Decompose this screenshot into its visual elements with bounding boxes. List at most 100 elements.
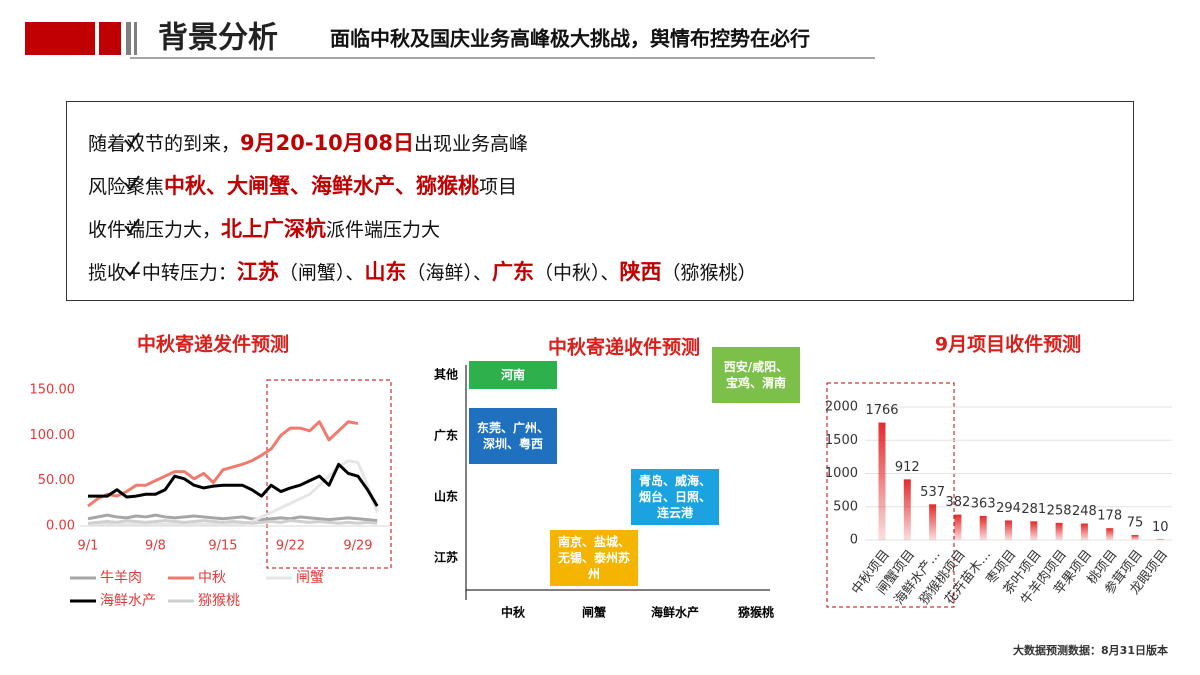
y-tick-label: 50.00 [38, 473, 75, 488]
bar [929, 504, 937, 540]
chart-title: 9月项目收件预测 [935, 333, 1081, 356]
x-tick-label: 9/8 [145, 539, 166, 554]
bar [1156, 539, 1164, 540]
bar [954, 514, 962, 540]
bullet-text: 陕西 [619, 260, 662, 284]
x-category-label: 猕猴桃 [737, 605, 774, 620]
bar [1005, 520, 1012, 540]
bullet-text: 风险聚焦 [88, 176, 165, 198]
bar [979, 515, 987, 540]
x-tick-label: 9/15 [208, 539, 237, 554]
bar [903, 479, 911, 540]
value-label: 75 [1127, 516, 1144, 531]
y-tick-label: 1000 [825, 466, 858, 481]
y-category-label: 山东 [434, 489, 458, 504]
bullet-text: （海鲜）、 [406, 262, 492, 284]
header-block [99, 22, 121, 55]
legend-label: 猕猴桃 [198, 593, 240, 609]
bullet: 揽收+中转压力：江苏（闸蟹）、山东（海鲜）、广东（中秋）、陕西（猕猴桃） [88, 256, 756, 286]
bullet-text: 山东 [364, 260, 407, 284]
legend-label: 海鲜水产 [100, 593, 156, 609]
footer-note: 大数据预测数据：8月31日版本 [1013, 643, 1168, 657]
bullet-text: 随着双节的到来， [88, 133, 241, 155]
bullet-text: 收件端压力大， [88, 219, 222, 241]
bar [1106, 528, 1114, 540]
bar [1080, 523, 1088, 540]
bar [878, 422, 886, 540]
x-tick-label: 9/22 [276, 539, 305, 554]
bullet-text: （中秋）、 [533, 262, 620, 284]
bullet-text: 出现业务高峰 [414, 133, 529, 155]
x-category-label: 中秋 [501, 605, 526, 620]
x-tick-label: 9/29 [343, 539, 372, 554]
value-label: 1766 [865, 403, 898, 418]
x-category-label: 海鲜水产 [651, 605, 699, 620]
y-category-label: 其他 [434, 367, 458, 382]
matrix-cell: 东莞、广州、深圳、粤西 [469, 408, 557, 464]
value-label: 912 [895, 460, 920, 475]
highlight-box [826, 382, 955, 608]
check-icon [124, 218, 140, 234]
value-label: 258 [1047, 503, 1072, 518]
y-tick-label: 500 [833, 499, 858, 514]
check-icon [124, 261, 140, 277]
y-category-label: 广东 [434, 428, 458, 443]
page-subtitle: 面临中秋及国庆业务高峰极大挑战，舆情布控势在必行 [330, 27, 810, 51]
value-label: 248 [1072, 504, 1097, 519]
x-category-label: 闸蟹 [582, 605, 606, 620]
legend-label: 牛羊肉 [100, 570, 142, 586]
bullet-text: 广东 [491, 260, 534, 284]
value-label: 178 [1097, 509, 1122, 524]
bullet: 收件端压力大，北上广深杭派件端压力大 [88, 213, 440, 243]
series-line [88, 462, 379, 507]
chart-title: 中秋寄递发件预测 [137, 333, 289, 356]
legend-label: 闸蟹 [296, 570, 324, 586]
bar [1131, 535, 1139, 540]
series-line [87, 513, 378, 523]
value-label: 537 [920, 485, 945, 500]
series-line [88, 459, 379, 526]
matrix-cell: 河南 [469, 361, 557, 389]
check-icon [124, 132, 140, 148]
bullet-box [66, 101, 1134, 301]
series-line [87, 519, 378, 525]
y-tick-label: 0 [850, 533, 858, 548]
bullet-text: 9月20-10月08日 [240, 131, 415, 155]
series-line [87, 420, 359, 508]
header-block [25, 22, 95, 55]
y-tick-label: 0.00 [46, 519, 75, 534]
y-tick-label: 150.00 [30, 383, 76, 398]
y-tick-label: 2000 [825, 400, 858, 415]
bullet: 风险聚焦中秋、大闸蟹、海鲜水产、猕猴桃项目 [88, 170, 517, 200]
bullet-text: （闸蟹）、 [278, 262, 365, 284]
chart-title: 中秋寄递收件预测 [548, 336, 700, 359]
bullet-text: 项目 [479, 176, 518, 198]
legend-label: 中秋 [198, 570, 226, 586]
value-label: 10 [1152, 520, 1169, 535]
x-tick-label: 9/1 [78, 539, 99, 554]
bullet: 随着双节的到来，9月20-10月08日出现业务高峰 [88, 127, 528, 157]
y-category-label: 江苏 [434, 550, 458, 565]
matrix-cell: 西安/咸阳、宝鸡、渭南 [712, 347, 800, 403]
y-tick-label: 100.00 [30, 428, 76, 443]
matrix-cell: 南京、盐城、无锡、泰州苏州 [550, 530, 638, 586]
bullet-text: （猕猴桃） [661, 262, 757, 284]
header-bar [134, 22, 137, 55]
value-label: 382 [945, 495, 970, 510]
bar [1030, 521, 1038, 540]
value-label: 363 [971, 496, 996, 511]
bullet-text: 揽收+中转压力： [88, 262, 237, 284]
y-tick-label: 1500 [825, 433, 858, 448]
bullet-text: 江苏 [236, 260, 279, 284]
bar [1055, 522, 1063, 540]
header-bar [126, 22, 131, 55]
value-label: 281 [1021, 502, 1046, 517]
bullet-text: 派件端压力大 [326, 219, 441, 241]
value-label: 294 [996, 501, 1021, 516]
page-title: 背景分析 [158, 21, 278, 56]
highlight-box [266, 379, 392, 569]
bullet-text: 中秋、大闸蟹、海鲜水产、猕猴桃 [164, 174, 480, 198]
check-icon [124, 175, 140, 191]
